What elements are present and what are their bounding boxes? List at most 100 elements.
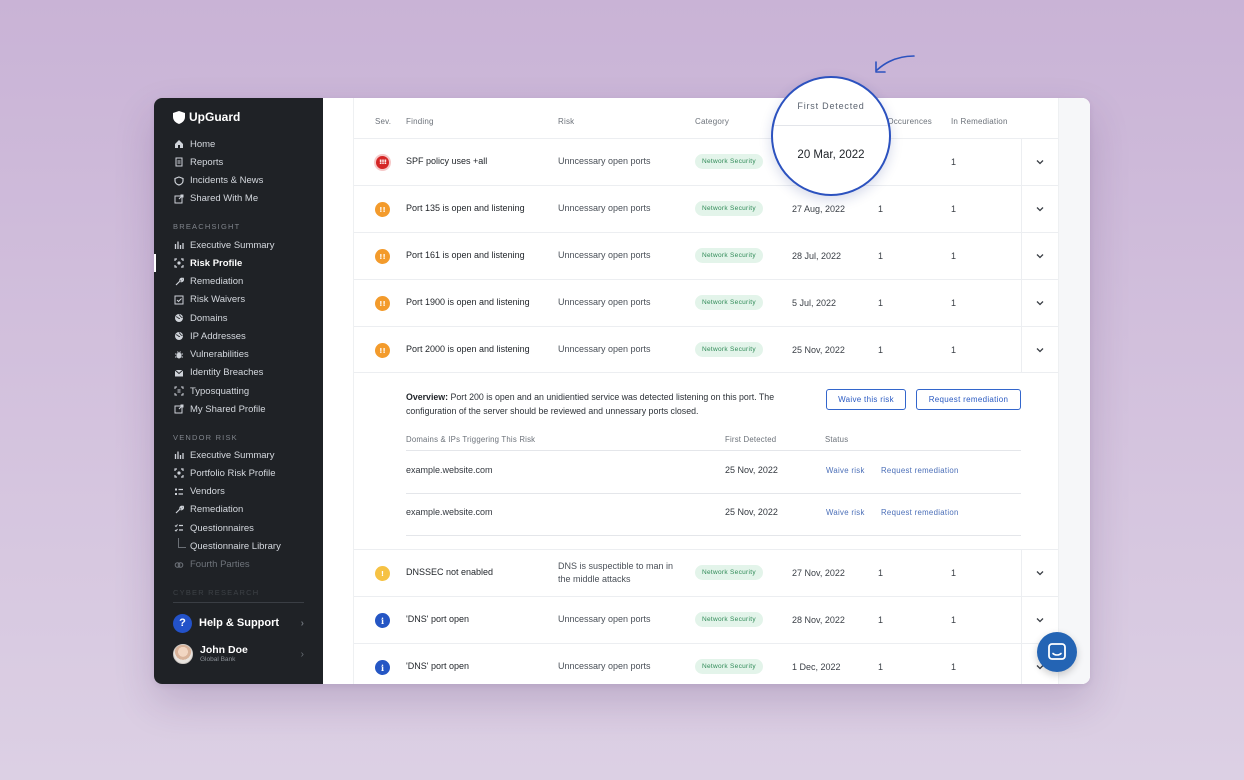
header-finding[interactable]: Finding [406,117,434,126]
chat-icon [1048,643,1066,660]
in-remediation-count: 1 [951,298,957,308]
sidebar-item-label: Home [190,138,216,150]
sidebar-item-reports[interactable]: Reports [173,155,223,169]
finding-name[interactable]: 'DNS' port open [406,614,469,624]
sidebar-item-identity-breaches[interactable]: Identity Breaches [173,366,263,380]
sidebar-item-home[interactable]: Home [173,137,215,151]
checkbox-icon [173,294,184,305]
chevron-down-icon [1036,618,1044,623]
in-remediation-count: 1 [951,251,957,261]
sidebar-item-shared-with-me[interactable]: Shared With Me [173,192,258,206]
sidebar-item-label: Incidents & News [190,175,264,187]
waive-risk-link[interactable]: Waive risk [826,508,865,517]
chat-launcher-button[interactable] [1037,632,1077,672]
table-row[interactable]: !! Port 1900 is open and listening Unncess… [354,279,1058,326]
header-category[interactable]: Category [695,117,730,126]
expand-row-button[interactable] [1021,644,1058,684]
user-profile[interactable]: John Doe Global Bank › [173,643,304,665]
expand-row-button[interactable] [1021,280,1058,326]
table-row[interactable]: ! DNSSEC not enabled DNS is suspectible to… [354,549,1058,596]
sidebar-item-executive-summary[interactable]: Executive Summary [173,238,274,252]
first-detected-date: 1 Dec, 2022 [792,662,841,672]
sidebar-item-label: Remediation [190,276,244,287]
header-in-remediation[interactable]: In Remediation [951,117,1008,126]
table-row[interactable]: i 'DNS' port open Unncessary open ports Net… [354,643,1058,684]
sidebar-item-questionnaire-library[interactable]: Questionnaire Library [173,539,281,553]
bar-chart-icon [173,450,184,461]
sidebar-item-risk-waivers[interactable]: Risk Waivers [173,293,245,307]
help-support-button[interactable]: ? Help & Support › [173,613,304,633]
sidebar-item-portfolio-risk-profile[interactable]: Portfolio Risk Profile [173,466,276,480]
sidebar-item-label: Vulnerabilities [190,349,249,360]
finding-name[interactable]: SPF policy uses +all [406,156,488,166]
request-remediation-link[interactable]: Request remediation [881,466,959,475]
sidebar-item-label: Executive Summary [190,239,275,251]
finding-name[interactable]: Port 135 is open and listening [406,203,525,213]
expand-row-button[interactable] [1021,233,1058,279]
sidebar-item-fourth-parties[interactable]: Fourth Parties [173,558,250,572]
tree-indent-line [178,538,186,548]
sidebar-item-my-shared-profile[interactable]: My Shared Profile [173,402,266,416]
sidebar-item-vendors[interactable]: Vendors [173,485,225,499]
risk-text: Unncessary open ports [558,203,651,213]
sidebar-item-vulnerabilities[interactable]: Vulnerabilities [173,348,249,362]
chevron-down-icon [1036,254,1044,259]
first-detected-date: 25 Nov, 2022 [792,345,845,355]
waive-risk-button[interactable]: Waive this risk [826,389,906,410]
sidebar-item-questionnaires[interactable]: Questionnaires [173,521,254,535]
sidebar-item-incidents-news[interactable]: Incidents & News [173,174,263,188]
header-sev[interactable]: Sev. [375,117,392,126]
expand-row-button[interactable] [1021,327,1058,373]
waive-risk-link[interactable]: Waive risk [826,466,865,475]
category-badge: Network Security [695,612,763,627]
upguard-logo[interactable]: UpGuard [173,110,240,124]
active-indicator [154,254,156,272]
sidebar-item-label: Fourth Parties [190,559,250,570]
table-row[interactable]: i 'DNS' port open Unncessary open ports Net… [354,596,1058,643]
sidebar: UpGuard Home Reports Incidents & News Share… [154,98,323,684]
header-occurrences[interactable]: Occurences [887,117,932,126]
occurrences-count: 1 [878,615,884,625]
subheader-status: Status [825,435,849,444]
table-row[interactable]: !!!! SPF policy uses +all Unncessary open … [354,138,1058,185]
expand-row-button[interactable] [1021,186,1058,232]
finding-name[interactable]: DNSSEC not enabled [406,567,494,577]
scroll-area [1058,98,1090,684]
finding-name[interactable]: Port 2000 is open and listening [406,344,530,354]
expand-row-button[interactable] [1021,139,1058,185]
sidebar-item-label: Questionnaires [190,522,254,534]
finding-name[interactable]: 'DNS' port open [406,661,469,671]
divider [406,535,1021,536]
header-risk[interactable]: Risk [558,117,575,126]
domain-name[interactable]: example.website.com [406,507,493,517]
sidebar-item-ip-addresses[interactable]: IP Addresses [173,329,246,343]
expand-row-button[interactable] [1021,597,1058,643]
table-row[interactable]: !! Port 135 is open and listening Unncessa… [354,185,1058,232]
sidebar-item-domains[interactable]: Domains [173,311,228,325]
expand-row-button[interactable] [1021,550,1058,596]
sidebar-item-executive-summary[interactable]: Executive Summary [173,448,274,462]
sidebar-item-typosquatting[interactable]: Typosquatting [173,384,249,398]
section-vendor-risk: VENDOR RISK [173,433,238,442]
table-row[interactable]: !! Port 161 is open and listening Unncessa… [354,232,1058,279]
request-remediation-link[interactable]: Request remediation [881,508,959,517]
sidebar-item-risk-profile[interactable]: Risk Profile [173,256,242,270]
chevron-down-icon [1036,571,1044,576]
sidebar-item-remediation[interactable]: Remediation [173,275,243,289]
domain-name[interactable]: example.website.com [406,465,493,475]
risk-text: Unncessary open ports [558,250,651,260]
overview-text: Overview: Port 200 is open and an unidie… [406,390,786,418]
sidebar-item-remediation[interactable]: Remediation [173,503,243,517]
link-icon [173,559,184,570]
finding-name[interactable]: Port 161 is open and listening [406,250,525,260]
chevron-right-icon: › [300,617,304,629]
overview-body: Port 200 is open and an unidientied serv… [406,392,775,416]
sidebar-item-label: Executive Summary [190,449,275,461]
home-icon [173,139,184,150]
request-remediation-button[interactable]: Request remediation [916,389,1021,410]
table-row[interactable]: !! Port 2000 is open and listening Unncess… [354,326,1058,373]
risk-table: Sev. Finding Risk Category Occurences In… [354,98,1058,684]
finding-name[interactable]: Port 1900 is open and listening [406,297,530,307]
sidebar-item-label: Shared With Me [190,193,259,205]
user-name: John Doe [200,643,248,656]
